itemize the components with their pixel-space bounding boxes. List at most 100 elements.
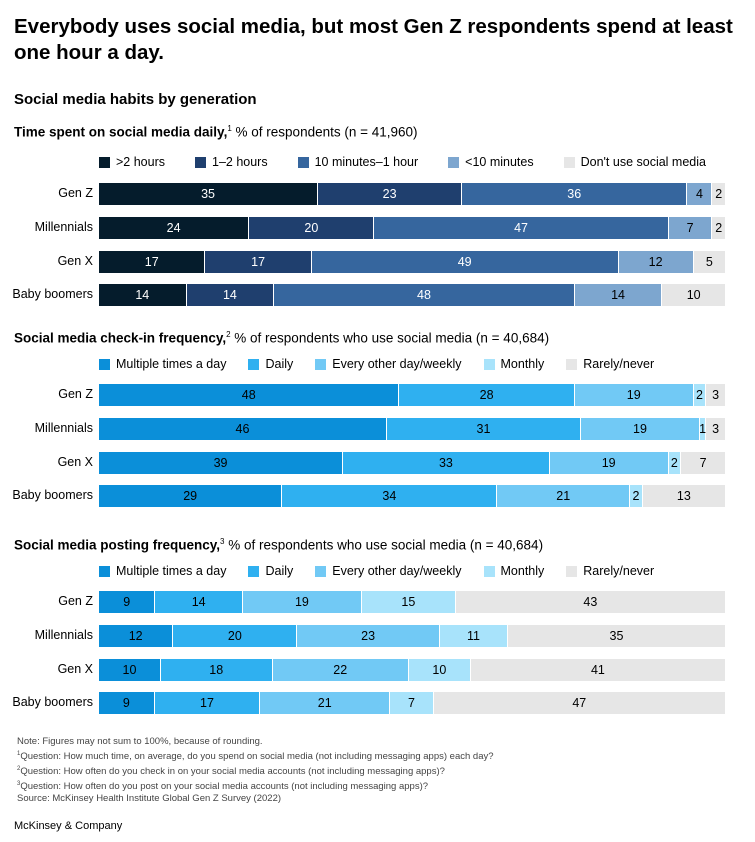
category-label: Gen Z <box>58 186 93 200</box>
bar-segment: 20 <box>173 625 298 647</box>
section-title-1: Time spent on social media daily,1 % of … <box>14 124 418 140</box>
category-label: Baby boomers <box>12 287 93 301</box>
bar-segment: 7 <box>668 217 713 239</box>
bar-row: 35 23 36 4 2 <box>99 183 725 205</box>
bar-row: 14 14 48 14 10 <box>99 284 725 306</box>
category-label: Gen X <box>57 455 93 469</box>
legend-item: Don't use social media <box>563 155 706 169</box>
legend-swatch <box>99 156 110 168</box>
bar-segment: 21 <box>497 485 631 507</box>
bar-row: 9 17 21 7 47 <box>99 692 725 714</box>
legend-swatch <box>483 565 495 577</box>
bar-segment: 2 <box>630 485 643 507</box>
footnotes: Note: Figures may not sum to 100%, becau… <box>17 736 494 805</box>
bar-segment: 24 <box>99 217 250 239</box>
legend-label: Daily <box>265 564 294 578</box>
bar-segment: 19 <box>549 452 669 474</box>
legend-label: Daily <box>265 357 294 371</box>
category-label: Gen X <box>57 662 93 676</box>
bar-segment: 33 <box>343 452 550 474</box>
category-label: Gen Z <box>58 594 93 608</box>
legend-swatch <box>99 358 110 370</box>
legend-item: Every other day/weekly <box>315 564 462 578</box>
bar-segment: 36 <box>462 183 688 205</box>
bar-segment: 14 <box>155 591 243 613</box>
chart-title: Everybody uses social media, but most Ge… <box>14 15 733 64</box>
legend-label: Every other day/weekly <box>332 357 462 371</box>
legend-3: Multiple times a day Daily Every other day… <box>99 564 676 578</box>
bar-segment: 48 <box>274 284 575 306</box>
brand-logo-text: McKinsey & Company <box>14 820 123 832</box>
bar-segment: 17 <box>205 251 312 273</box>
bar-segment: 46 <box>99 418 387 440</box>
bar-segment: 47 <box>433 692 725 714</box>
bar-segment: 11 <box>439 625 509 647</box>
legend-label: 1–2 hours <box>212 155 268 169</box>
bar-row: 9 14 19 15 43 <box>99 591 725 613</box>
legend-1: >2 hours 1–2 hours 10 minutes–1 hour <10 mi… <box>99 155 736 169</box>
bar-segment: 20 <box>249 217 375 239</box>
legend-label: Monthly <box>500 357 545 371</box>
legend-swatch <box>448 156 460 168</box>
bar-segment: 48 <box>99 384 400 406</box>
bar-segment: 2 <box>712 183 725 205</box>
bar-segment: 43 <box>455 591 725 613</box>
legend-item: <10 minutes <box>448 155 534 169</box>
bar-segment: 14 <box>186 284 275 306</box>
legend-item: Rarely/never <box>566 357 654 371</box>
bar-row: 24 20 47 7 2 <box>99 217 725 239</box>
legend-swatch <box>566 358 578 370</box>
bar-segment: 10 <box>662 284 725 306</box>
bar-segment: 7 <box>390 692 434 714</box>
section-title-3: Social media posting frequency,3 % of re… <box>14 537 544 553</box>
bar-segment: 12 <box>99 625 174 647</box>
legend-label: Multiple times a day <box>116 564 227 578</box>
bar-row: 10 18 22 10 41 <box>99 659 725 681</box>
legend-item: Monthly <box>483 564 545 578</box>
category-label: Baby boomers <box>12 695 93 709</box>
legend-label: <10 minutes <box>465 155 534 169</box>
bar-segment: 31 <box>386 418 581 440</box>
footnote-source: Source: McKinsey Health Institute Global… <box>17 793 282 805</box>
bar-segment: 19 <box>242 591 362 613</box>
legend-swatch <box>297 156 309 168</box>
legend-item: >2 hours <box>99 155 165 169</box>
bar-segment: 19 <box>574 384 694 406</box>
category-label: Millennials <box>34 220 93 234</box>
bar-segment: 39 <box>99 452 344 474</box>
bar-segment: 49 <box>311 251 619 273</box>
bar-segment: 4 <box>687 183 713 205</box>
legend-label: Multiple times a day <box>116 357 227 371</box>
category-label: Millennials <box>34 421 93 435</box>
legend-label: Rarely/never <box>583 564 655 578</box>
legend-label: Don't use social media <box>580 155 706 169</box>
bar-segment: 34 <box>282 485 498 507</box>
bar-row: 12 20 23 11 35 <box>99 625 725 647</box>
category-label: Millennials <box>34 628 93 642</box>
bar-segment: 7 <box>681 452 725 474</box>
bar-segment: 28 <box>399 384 575 406</box>
legend-label: Every other day/weekly <box>332 564 462 578</box>
category-label: Gen Z <box>58 387 93 401</box>
bar-segment: 22 <box>272 659 409 681</box>
legend-label: Monthly <box>500 564 545 578</box>
bar-segment: 17 <box>99 251 206 273</box>
legend-2: Multiple times a day Daily Every other day… <box>99 357 676 371</box>
bar-segment: 17 <box>154 692 261 714</box>
legend-label: 10 minutes–1 hour <box>314 155 419 169</box>
legend-swatch <box>195 156 206 168</box>
footnote-q1: 1Question: How much time, on average, do… <box>17 751 494 763</box>
bar-segment: 18 <box>160 659 273 681</box>
legend-swatch <box>248 358 260 370</box>
bar-segment: 19 <box>581 418 700 440</box>
bar-row: 29 34 21 2 13 <box>99 485 725 507</box>
footnote-note: Note: Figures may not sum to 100%, becau… <box>17 736 263 747</box>
bar-segment: 9 <box>99 692 155 714</box>
legend-item: Multiple times a day <box>99 564 226 578</box>
legend-item: Multiple times a day <box>99 357 226 371</box>
bar-segment: 14 <box>574 284 663 306</box>
legend-item: Monthly <box>483 357 545 371</box>
legend-label: >2 hours <box>116 155 165 169</box>
bar-segment: 13 <box>642 485 725 507</box>
legend-swatch <box>315 358 327 370</box>
